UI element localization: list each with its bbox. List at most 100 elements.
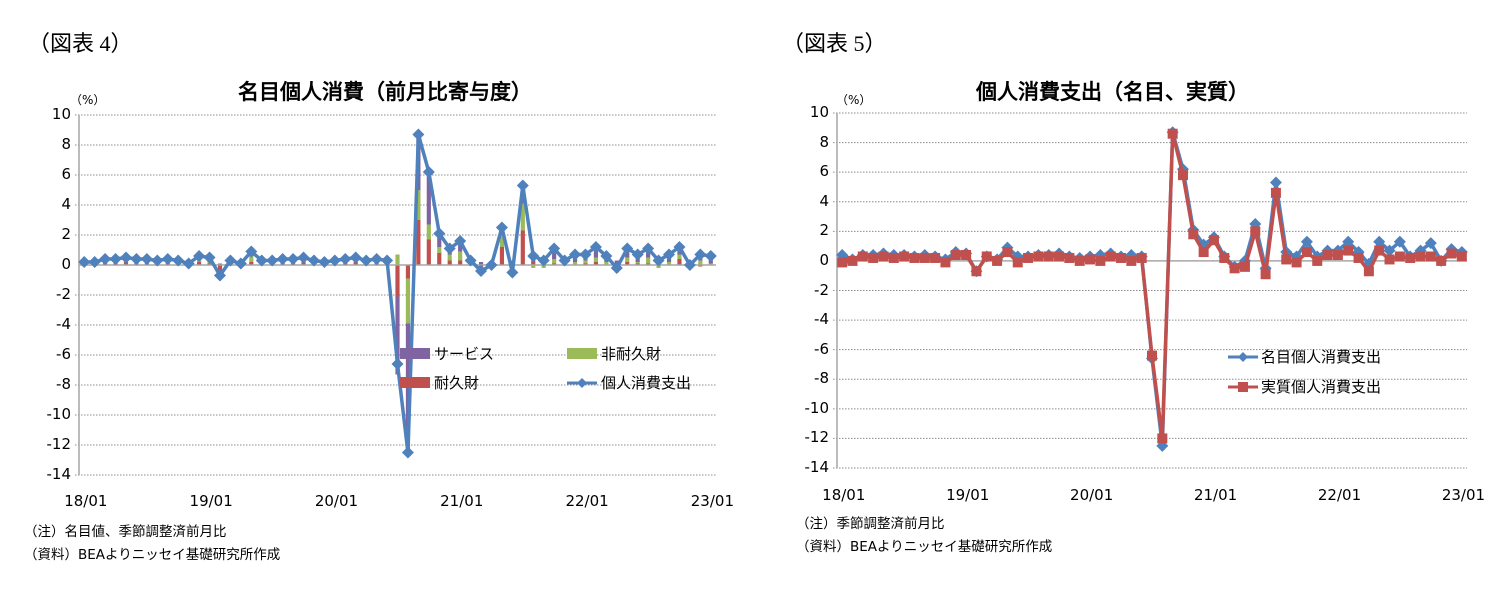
square-marker (1250, 226, 1261, 237)
diamond-marker (548, 242, 561, 255)
nondurable-swatch (567, 348, 597, 359)
contribution-bar (499, 232, 505, 247)
square-marker (1291, 257, 1302, 268)
y-tick-label: -8 (814, 369, 829, 388)
y-tick-label: 0 (61, 255, 71, 273)
diamond-marker (506, 266, 519, 279)
square-marker (868, 252, 879, 263)
line-diamond-marker-icon (1228, 351, 1258, 362)
square-marker (1436, 255, 1447, 266)
square-marker (1126, 255, 1137, 266)
square-marker (1054, 251, 1065, 262)
source-text: （資料）BEAよりニッセイ基礎研究所作成 (24, 547, 281, 563)
square-marker (1064, 252, 1075, 263)
contribution-bar (447, 260, 452, 265)
square-marker (1301, 247, 1312, 258)
square-marker (847, 255, 858, 266)
square-marker (1322, 250, 1333, 260)
square-marker (940, 257, 951, 268)
figure-label: （図表 5） (782, 31, 887, 56)
contribution-bar (666, 262, 672, 265)
contribution-bar (458, 251, 463, 261)
square-marker (1177, 170, 1188, 181)
y-tick-label: -14 (804, 458, 830, 476)
diamond-marker (172, 254, 185, 267)
diamond-marker (381, 254, 394, 267)
x-tick-label: 23/01 (1441, 486, 1486, 504)
legend-label: 名目個人消費支出 (1261, 348, 1382, 366)
contribution-bar (416, 190, 421, 220)
contribution-bar (437, 247, 442, 253)
contribution-bar (395, 265, 400, 297)
y-tick-label: 8 (61, 135, 71, 153)
legend-nondurable: 非耐久財 (567, 343, 661, 364)
diamond-marker (1300, 235, 1313, 248)
chart-title: 名目個人消費（前月比寄与度） (238, 80, 532, 104)
legend-label: 実質個人消費支出 (1261, 378, 1382, 396)
square-marker (1384, 254, 1395, 265)
diamond-marker (589, 241, 602, 253)
chart-title: 個人消費支出（名目、実質） (976, 80, 1249, 104)
square-marker (992, 255, 1003, 266)
square-marker (919, 252, 930, 263)
square-marker (1405, 252, 1416, 263)
note-text: （注）季節調整済前月比 (796, 516, 945, 532)
square-marker (1353, 252, 1364, 263)
contribution-bar (604, 262, 609, 265)
square-marker (1374, 245, 1385, 256)
contribution-bar (646, 257, 651, 264)
contribution-bar (426, 172, 431, 225)
square-marker (1332, 250, 1343, 260)
y-axis-unit: （%） (70, 93, 106, 107)
diamond-marker (558, 254, 571, 267)
diamond-marker (642, 242, 655, 255)
diamond-marker (370, 253, 383, 265)
y-tick-label: -4 (56, 315, 71, 333)
square-marker (1023, 252, 1034, 263)
diamond-marker (1373, 235, 1386, 248)
diamond-marker (109, 253, 122, 265)
diamond-marker (652, 254, 665, 267)
diamond-marker (631, 248, 644, 261)
contribution-bar (447, 254, 452, 261)
contribution-bar (249, 256, 254, 262)
square-marker (1116, 252, 1127, 263)
contribution-bar (593, 257, 598, 262)
diamond-marker (401, 446, 414, 459)
contribution-bar (249, 262, 254, 265)
diamond-marker (297, 251, 310, 264)
square-marker (1415, 251, 1426, 262)
diamond-marker (1424, 237, 1437, 250)
contribution-bar (478, 262, 484, 265)
legend-services: サービス (400, 343, 494, 364)
square-marker (1085, 254, 1096, 265)
square-marker (1281, 254, 1292, 265)
square-marker (1260, 269, 1271, 280)
contribution-bar (426, 224, 431, 240)
series-line (841, 130, 1463, 448)
square-marker (1095, 255, 1106, 266)
y-tick-label: -2 (56, 285, 71, 303)
x-tick-label: 20/01 (1070, 486, 1114, 504)
contribution-bar (416, 220, 421, 265)
y-tick-label: 6 (61, 165, 71, 183)
diamond-marker (673, 241, 686, 253)
diamond-marker (119, 251, 132, 264)
diamond-marker (255, 254, 268, 267)
diamond-marker (569, 248, 582, 261)
diamond-marker (193, 250, 206, 262)
diamond-marker (78, 256, 91, 268)
square-marker (1136, 252, 1147, 263)
diamond-marker (475, 265, 488, 277)
contribution-bar (677, 259, 682, 265)
contribution-bar (698, 260, 703, 265)
contribution-bar (572, 262, 578, 265)
legend-nominal: 名目個人消費支出 (1228, 346, 1381, 367)
diamond-marker (266, 254, 279, 267)
square-marker (878, 251, 889, 262)
x-tick-label: 22/01 (565, 492, 609, 510)
x-tick-label: 19/01 (946, 486, 990, 504)
square-marker (857, 251, 868, 262)
x-tick-label: 23/01 (690, 492, 734, 510)
y-tick-label: 4 (819, 191, 829, 210)
